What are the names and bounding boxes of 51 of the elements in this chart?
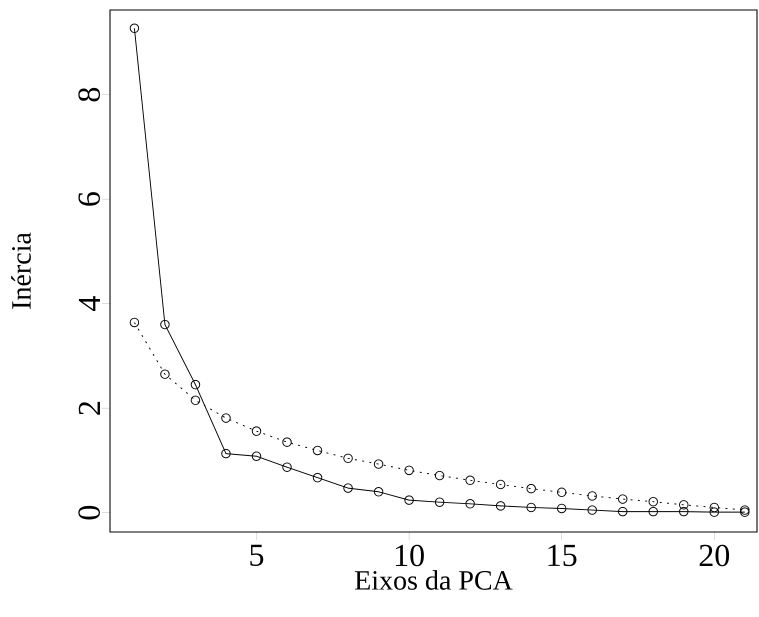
x-axis-title: Eixos da PCA <box>354 570 513 590</box>
point <box>465 499 475 509</box>
point <box>221 448 231 458</box>
point <box>587 505 597 515</box>
point <box>710 507 720 517</box>
y-tick-label: 0 <box>78 506 100 520</box>
point <box>252 426 262 436</box>
point <box>556 488 566 498</box>
x-tick-label: 10 <box>396 544 424 566</box>
y-tick-label: 4 <box>78 296 100 312</box>
y-tick-label: 8 <box>78 88 100 102</box>
point <box>526 502 536 512</box>
point <box>160 369 170 379</box>
point <box>465 476 475 486</box>
y-tick-label: 2 <box>78 402 100 415</box>
point <box>434 470 444 480</box>
point <box>221 413 231 423</box>
x-tick-label: 5 <box>250 544 264 566</box>
point <box>312 446 322 456</box>
point <box>282 437 292 447</box>
point <box>282 462 292 472</box>
y-axis-title: Inércia <box>11 232 31 309</box>
point <box>587 491 597 501</box>
point <box>343 483 353 493</box>
point <box>618 506 628 516</box>
point <box>648 506 658 516</box>
point <box>343 454 353 464</box>
point <box>434 497 444 507</box>
point <box>374 487 384 496</box>
point <box>252 451 262 461</box>
y-tick-label: 6 <box>78 192 100 206</box>
point <box>710 502 720 512</box>
point <box>679 506 688 516</box>
point <box>130 318 140 328</box>
point <box>130 24 140 34</box>
point <box>526 484 536 494</box>
point <box>556 504 566 514</box>
point <box>618 494 628 504</box>
point <box>404 466 414 476</box>
x-tick-label: 20 <box>700 544 730 566</box>
point <box>160 320 170 330</box>
point <box>648 496 658 506</box>
point <box>679 500 688 510</box>
point <box>496 501 506 511</box>
point <box>404 495 414 505</box>
point <box>312 472 322 482</box>
point <box>374 459 384 469</box>
point <box>190 396 200 406</box>
x-tick-label: 15 <box>548 544 576 566</box>
point <box>190 380 200 390</box>
point <box>496 480 506 490</box>
